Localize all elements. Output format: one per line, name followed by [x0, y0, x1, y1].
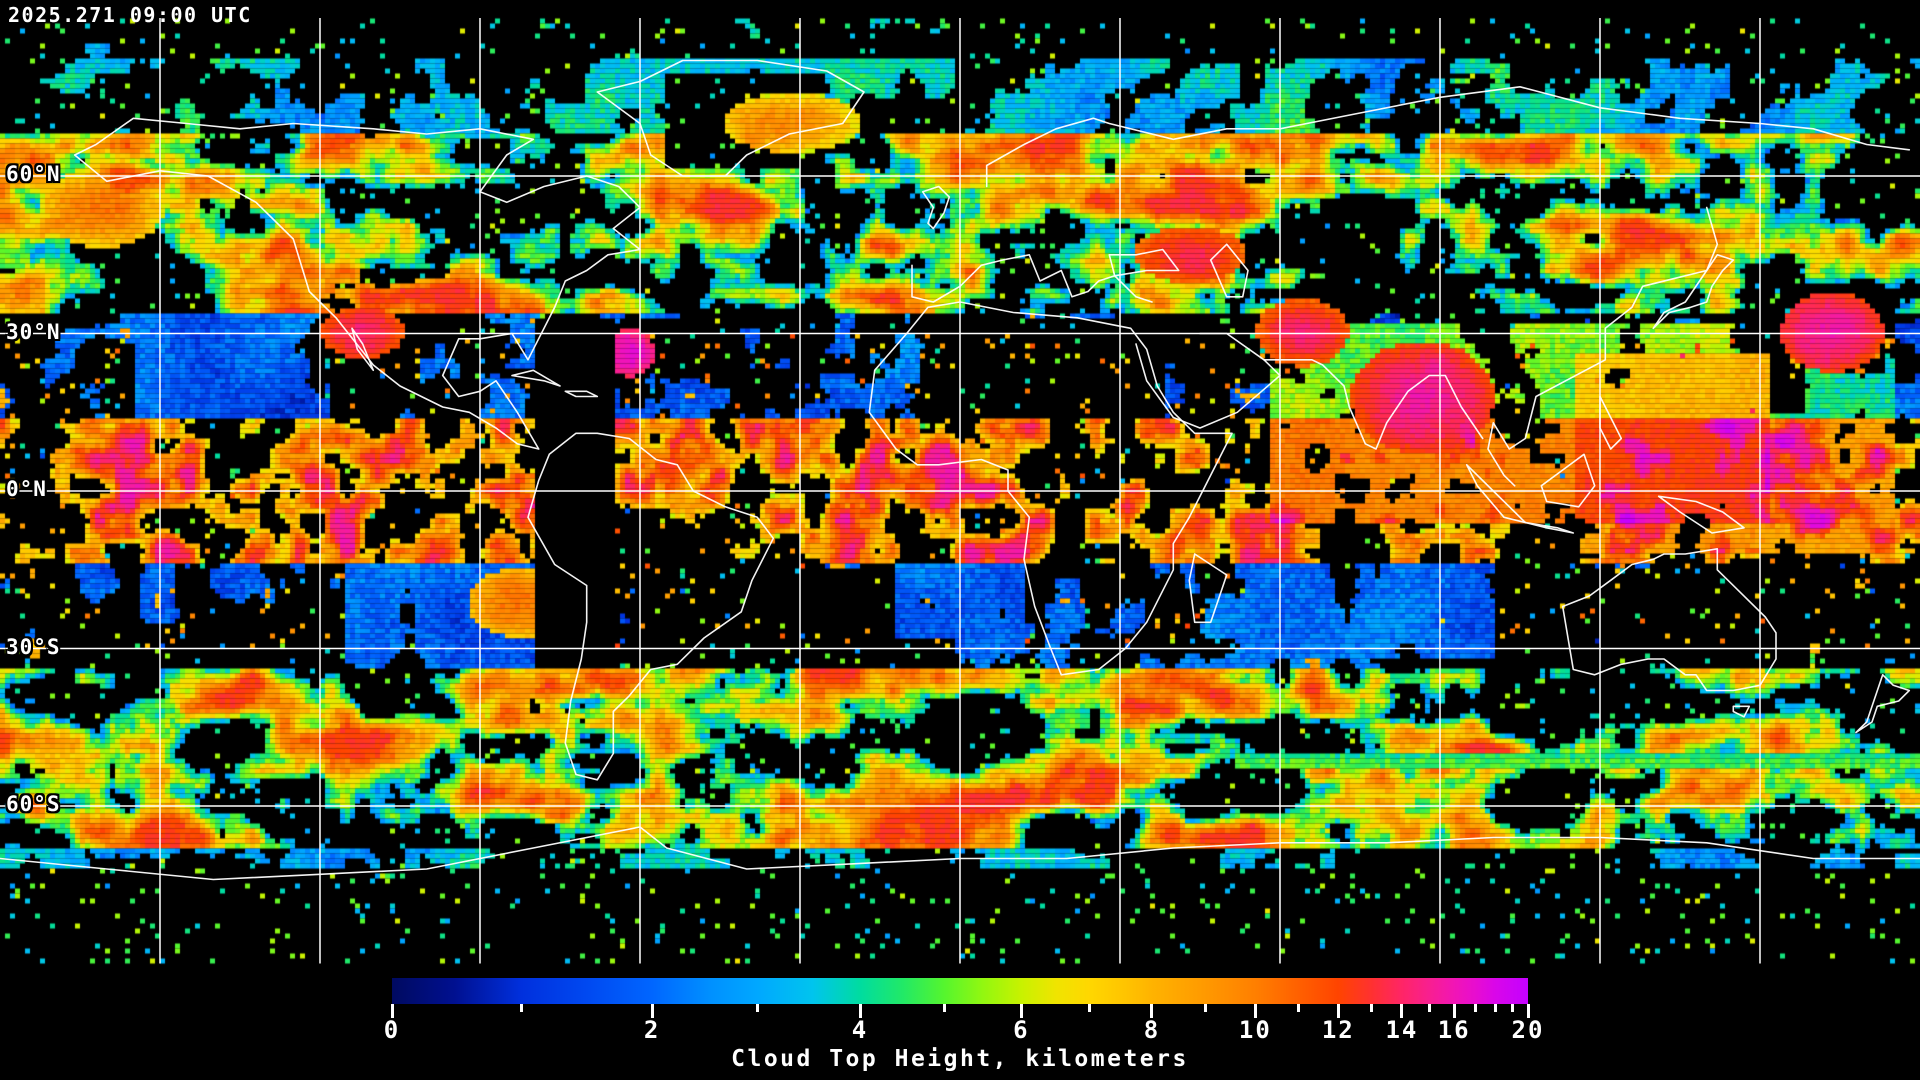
latitude-label: 0°N — [6, 477, 47, 501]
colorbar-tick — [1203, 1004, 1207, 1012]
colorbar-tick — [1400, 1004, 1404, 1018]
colorbar-tick — [390, 1004, 394, 1018]
latitude-label: 60°N — [6, 162, 61, 186]
colorbar-title: Cloud Top Height, kilometers — [731, 1046, 1189, 1072]
colorbar-tick-label: 20 — [1511, 1016, 1545, 1044]
timestamp-label: 2025.271 09:00 UTC — [8, 3, 252, 27]
colorbar-tick — [1474, 1004, 1478, 1012]
colorbar-tick — [1336, 1004, 1340, 1018]
colorbar-tick — [1253, 1004, 1257, 1018]
colorbar-tick — [1369, 1004, 1373, 1012]
colorbar-tick — [650, 1004, 654, 1018]
colorbar-tick — [1526, 1004, 1530, 1018]
colorbar-tick — [858, 1004, 862, 1018]
colorbar-tick-label: 10 — [1238, 1016, 1272, 1044]
colorbar-tick — [1297, 1004, 1301, 1012]
colorbar-tick — [1427, 1004, 1431, 1012]
colorbar-tick-label: 6 — [1013, 1016, 1030, 1044]
colorbar-tick — [1150, 1004, 1154, 1018]
colorbar-tick — [756, 1004, 760, 1012]
colorbar-tick — [1019, 1004, 1023, 1018]
colorbar-tick-label: 14 — [1385, 1016, 1419, 1044]
colorbar-gradient — [392, 978, 1528, 1004]
colorbar-tick-label: 0 — [383, 1016, 401, 1044]
colorbar-tick-label: 12 — [1321, 1016, 1355, 1044]
colorbar-tick-label: 8 — [1143, 1016, 1161, 1044]
colorbar-tick — [1452, 1004, 1456, 1018]
colorbar-tick — [520, 1004, 523, 1012]
colorbar-tick-label: 4 — [851, 1016, 869, 1044]
colorbar-tick — [1088, 1004, 1091, 1012]
colorbar-tick-label: 2 — [643, 1016, 661, 1044]
colorbar-tick — [1510, 1004, 1514, 1012]
colorbar-tick — [942, 1004, 946, 1012]
colorbar-tick — [1493, 1004, 1497, 1012]
colorbar-tick-label: 16 — [1437, 1016, 1471, 1044]
latitude-label: 30°S — [6, 634, 61, 659]
latitude-label: 60°S — [6, 792, 61, 816]
latitude-label: 30°N — [6, 319, 61, 344]
